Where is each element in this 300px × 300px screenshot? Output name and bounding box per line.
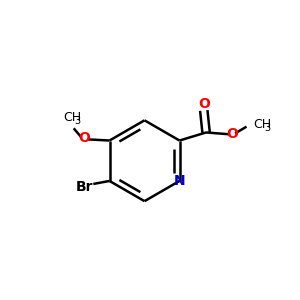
Text: CH: CH — [63, 111, 81, 124]
Text: O: O — [226, 127, 238, 141]
Text: N: N — [174, 174, 185, 188]
Text: 3: 3 — [264, 123, 270, 133]
Text: CH: CH — [254, 118, 272, 131]
Text: Br: Br — [75, 180, 93, 194]
Text: 3: 3 — [74, 116, 80, 126]
Text: O: O — [198, 97, 210, 111]
Text: O: O — [78, 131, 90, 146]
